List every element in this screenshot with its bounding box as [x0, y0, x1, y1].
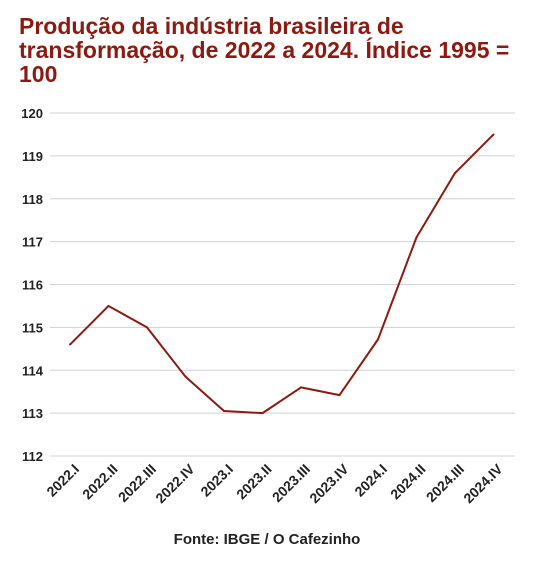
x-tick-label: 2022.II: [79, 461, 121, 503]
y-tick-label: 119: [22, 149, 43, 164]
x-tick-label: 2023.II: [233, 461, 275, 503]
y-tick-label: 115: [22, 320, 43, 335]
x-tick-label: 2024.II: [387, 461, 429, 503]
x-tick-label: 2024.III: [423, 461, 467, 505]
y-tick-label: 120: [21, 106, 43, 121]
x-tick-label: 2022.IV: [152, 460, 198, 506]
y-tick-label: 118: [22, 192, 43, 207]
data-point: [261, 412, 264, 415]
source-note: Fonte: IBGE / O Cafezinho: [173, 531, 361, 548]
data-point: [300, 386, 302, 389]
chart-title: Produção da indústria brasileira de tran…: [19, 13, 510, 87]
x-tick-label: 2024.IV: [460, 460, 506, 506]
data-point: [146, 326, 148, 329]
x-tick-label: 2023.I: [197, 461, 236, 500]
data-point: [454, 172, 456, 175]
data-point: [69, 343, 71, 346]
x-tick-label: 2022.III: [115, 461, 159, 505]
data-point: [107, 304, 110, 307]
data-point: [492, 133, 495, 136]
y-tick-label: 112: [22, 449, 43, 464]
data-point: [338, 394, 341, 397]
x-tick-label: 2023.IV: [306, 460, 352, 506]
y-tick-label: 113: [22, 406, 43, 421]
data-point: [415, 236, 418, 239]
data-point: [377, 338, 379, 341]
y-tick-label: 116: [22, 278, 43, 293]
x-tick-label: 2023.III: [269, 461, 313, 505]
data-point: [223, 409, 225, 412]
x-tick-label: 2022.I: [43, 461, 82, 500]
y-tick-label: 117: [22, 235, 43, 250]
y-tick-label: 114: [22, 363, 44, 378]
x-tick-label: 2024.I: [351, 461, 390, 500]
data-point: [184, 375, 187, 378]
series-line: [69, 133, 495, 415]
